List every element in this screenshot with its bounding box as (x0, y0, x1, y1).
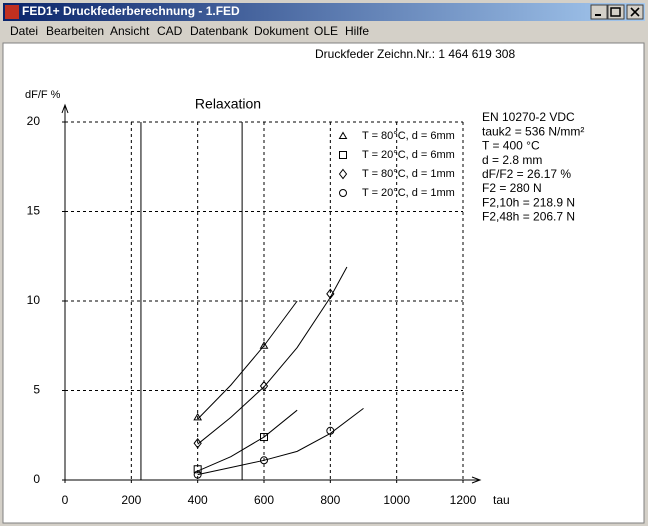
info-line: F2,48h = 206.7 N (482, 210, 575, 224)
y-axis-label: dF/F % (25, 89, 61, 101)
fit-curve (197, 409, 298, 472)
window-buttons (590, 4, 644, 20)
client-area (2, 42, 645, 524)
marker (193, 470, 202, 479)
fit-curve (197, 300, 298, 420)
marker (193, 412, 203, 421)
legend-label: T = 80°C, d = 1mm (362, 168, 455, 180)
y-tick-label: 5 (33, 383, 40, 397)
title-bar (3, 3, 645, 21)
x-tick-label: 600 (254, 493, 274, 507)
menu-item[interactable]: Bearbeiten (46, 24, 104, 38)
marker (193, 465, 202, 474)
menu-item[interactable]: OLE (314, 24, 338, 38)
legend-marker (338, 168, 348, 180)
info-line: dF/F2 = 26.17 % (482, 167, 571, 181)
legend-label: T = 80°C, d = 6mm (362, 130, 455, 142)
legend-marker (339, 189, 347, 197)
x-axis (65, 476, 482, 484)
legend-label: T = 20°C, d = 6mm (362, 149, 455, 161)
x-tick-label: 1000 (383, 493, 410, 507)
menu-item[interactable]: Ansicht (110, 24, 150, 38)
chart-title: Relaxation (195, 96, 261, 112)
x-tick-label: 400 (188, 493, 208, 507)
y-tick-label: 15 (27, 204, 41, 218)
menu-bar: Datei Bearbeiten Ansicht CAD Datenbank Dokume… (10, 24, 369, 38)
legend-marker (339, 151, 347, 159)
legend-label: T = 20°C, d = 1mm (362, 187, 455, 199)
drawing-header: Druckfeder Zeichn.Nr.: 1 464 619 308 (315, 47, 515, 61)
info-line: d = 2.8 mm (482, 153, 542, 167)
close-icon (630, 7, 640, 17)
fit-curve (197, 408, 364, 476)
info-line: F2,10h = 218.9 N (482, 195, 575, 209)
x-tick-label: 1200 (450, 493, 477, 507)
marker (326, 288, 335, 300)
x-tick-label: 200 (121, 493, 141, 507)
x-tick-label: 800 (320, 493, 340, 507)
app-icon (5, 5, 19, 19)
y-tick-label: 10 (27, 293, 41, 307)
info-line: EN 10270-2 VDC (482, 110, 575, 124)
menu-item[interactable]: Datenbank (190, 24, 249, 38)
menu-item[interactable]: CAD (157, 24, 183, 38)
y-tick-label: 0 (33, 472, 40, 486)
marker (259, 341, 269, 349)
x-tick-label: 0 (62, 493, 69, 507)
info-line: F2 = 280 N (482, 181, 542, 195)
marker (260, 433, 268, 442)
menu-item[interactable]: Hilfe (345, 24, 369, 38)
minimize-button[interactable] (590, 4, 608, 20)
info-line: tauk2 = 536 N/mm² (482, 124, 584, 138)
marker (193, 437, 202, 449)
marker (260, 456, 268, 465)
maximize-icon (610, 7, 621, 17)
y-tick-label: 20 (27, 114, 41, 128)
x-axis-label: tau (493, 493, 510, 507)
info-line: T = 400 °C (482, 139, 540, 153)
window-title: FED1+ Druckfederberechnung - 1.FED (22, 4, 240, 18)
menu-item[interactable]: Datei (10, 24, 38, 38)
menu-item[interactable]: Dokument (254, 24, 309, 38)
marker (259, 380, 269, 392)
marker (326, 426, 335, 435)
y-axis (61, 103, 69, 480)
legend-marker (338, 131, 348, 139)
